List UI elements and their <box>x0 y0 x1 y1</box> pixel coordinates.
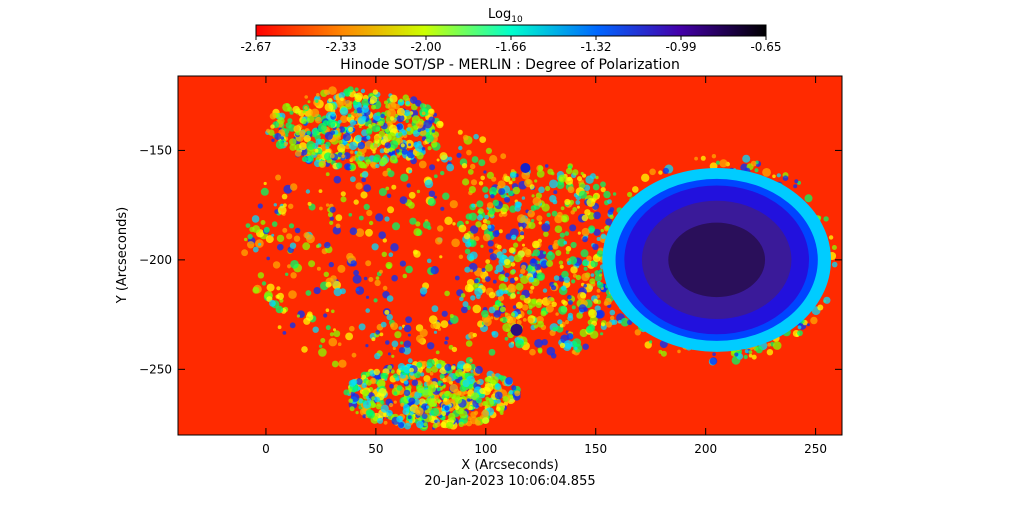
x-tick-label: 150 <box>584 442 607 456</box>
x-axis-label: X (Arcseconds) <box>461 458 558 473</box>
colorbar-tick-label: -0.65 <box>750 40 781 54</box>
x-tick-label: 200 <box>694 442 717 456</box>
pore <box>520 162 531 173</box>
colorbar-ticks: -2.67 -2.33 -2.00 -1.66 -1.32 -0.99 -0.65 <box>240 36 782 54</box>
y-tick-label: −250 <box>139 362 172 376</box>
colorbar-tick-label: -2.00 <box>410 40 441 54</box>
plot-frame <box>177 75 843 436</box>
colorbar-tick-label: -2.67 <box>240 40 271 54</box>
chart-title: Hinode SOT/SP - MERLIN : Degree of Polar… <box>340 57 680 73</box>
y-tick-label: −150 <box>139 143 172 157</box>
colorbar-tick-label: -0.99 <box>665 40 696 54</box>
y-tick-label: −200 <box>139 253 172 267</box>
colorbar-tick-label: -1.32 <box>580 40 611 54</box>
axes: 0 50 100 150 200 250 −150 −200 −250 <box>139 76 842 456</box>
x-tick-label: 50 <box>368 442 383 456</box>
sunspot-umbra <box>668 222 766 298</box>
colorbar-tick-label: -2.33 <box>325 40 356 54</box>
y-axis-label: Y (Arcseconds) <box>115 207 130 304</box>
colorbar-tick-label: -1.66 <box>495 40 526 54</box>
colorbar-label: Log10 <box>488 7 523 25</box>
plot-area <box>178 76 842 435</box>
x-tick-label: 250 <box>804 442 827 456</box>
x-tick-label: 0 <box>262 442 270 456</box>
colorbar <box>255 24 767 37</box>
polarization-map <box>241 86 838 431</box>
pore <box>510 323 523 336</box>
x-tick-label: 100 <box>474 442 497 456</box>
timestamp: 20-Jan-2023 10:06:04.855 <box>424 474 595 489</box>
